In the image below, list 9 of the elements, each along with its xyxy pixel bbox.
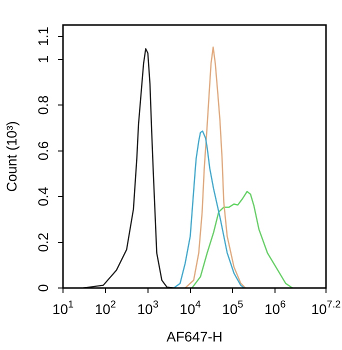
y-tick-label: 0 xyxy=(34,284,51,292)
y-tick-label: 1.1 xyxy=(34,26,51,46)
y-tick-label: 0.4 xyxy=(34,186,51,206)
y-tick-label: 0.8 xyxy=(34,95,51,115)
y-tick-label: 1 xyxy=(34,55,51,64)
y-axis-title: Count (10³) xyxy=(3,121,20,192)
x-axis-title: AF647-H xyxy=(166,328,223,344)
y-tick-label: 0.6 xyxy=(34,140,51,161)
y-tick-label: 0.2 xyxy=(34,232,51,252)
